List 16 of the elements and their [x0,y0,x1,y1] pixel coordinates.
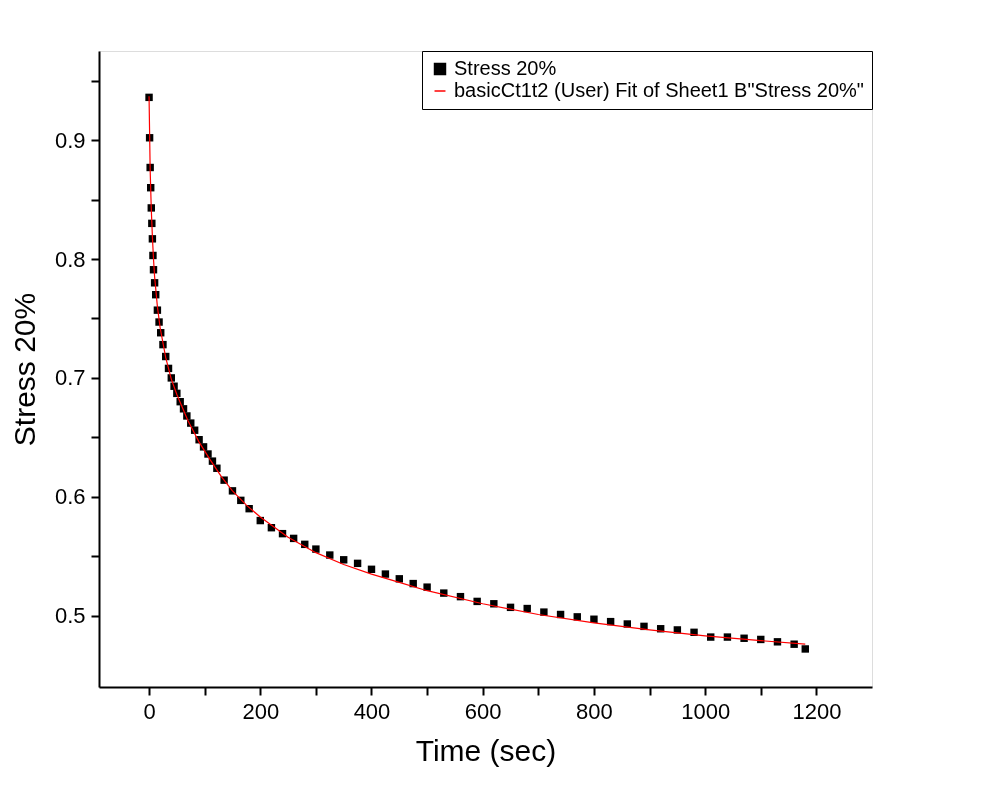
x-tick-label: 0 [143,698,156,724]
y-tick-label: 0.5 [54,603,86,629]
y-axis-title: Stress 20% [7,292,41,447]
x-tick-label: 800 [576,698,613,724]
x-tick-label: 200 [242,698,280,724]
x-tick-label: 1000 [681,698,731,724]
legend-label: Stress 20% [454,57,557,79]
y-tick-label: 0.9 [54,127,86,153]
y-tick-label: 0.8 [54,246,86,272]
x-tick-label: 1200 [792,698,842,724]
x-tick-label: 600 [464,698,502,724]
x-axis-title: Time (sec) [415,733,557,767]
y-tick-label: 0.6 [54,484,86,510]
legend-label: basicCt1t2 (User) Fit of Sheet1 B"Stress 20%" [454,79,864,101]
x-tick-label: 400 [353,698,391,724]
y-tick-label: 0.7 [54,365,86,391]
